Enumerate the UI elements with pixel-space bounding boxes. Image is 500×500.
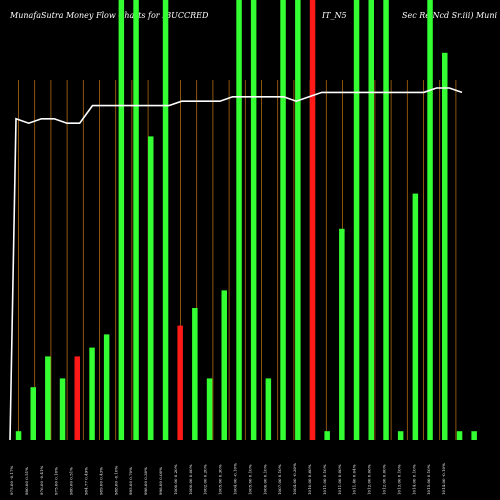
money-flow-bar <box>250 0 257 440</box>
x-tick-label: 995.00 0.70% <box>128 467 133 495</box>
money-flow-bar <box>324 431 330 440</box>
money-flow-bar <box>133 0 139 440</box>
money-flow-bar <box>59 378 66 440</box>
money-flow-bar <box>412 193 419 440</box>
money-flow-bar <box>427 0 433 440</box>
money-flow-bar <box>103 334 110 440</box>
money-flow-bar <box>368 0 374 440</box>
money-flow-bar <box>206 378 213 440</box>
money-flow-bar <box>89 347 95 440</box>
x-tick-label: 980.00 0.51% <box>69 467 74 495</box>
chart-title: MunafaSutra Money Flow Charts for IBUCCR… <box>9 11 497 20</box>
x-tick-label: 1010.00 0.60% <box>307 464 312 495</box>
x-tick-label: 998.00 0.30% <box>143 467 148 495</box>
x-tick-label: 1005.00 0.30% <box>218 464 223 495</box>
money-flow-bar <box>309 0 316 440</box>
money-flow-bar <box>236 0 242 440</box>
x-tick-label: 984.77 0.49% <box>84 467 89 495</box>
x-tick-label: 1014.00 0.10% <box>411 464 416 495</box>
money-flow-bar <box>295 0 301 440</box>
price-line <box>9 87 463 441</box>
money-flow-bar <box>456 431 463 440</box>
x-tick-label: 976.00 -0.41% <box>39 465 44 495</box>
x-tick-label: 1011.00 0.10% <box>322 464 327 495</box>
money-flow-bar <box>265 378 272 440</box>
money-flow-bar <box>30 387 36 440</box>
money-flow-bar <box>442 52 448 441</box>
money-flow-bar <box>383 0 389 440</box>
money-flow-bar <box>177 325 183 440</box>
x-tick-label: 1015.00 0.10% <box>426 464 431 495</box>
money-flow-bar <box>339 228 345 440</box>
x-tick-label: 989.00 0.43% <box>98 467 103 495</box>
x-tick-label: 975.00 0.10% <box>54 467 59 495</box>
x-tick-label: 988.00 -0.10% <box>113 465 118 495</box>
x-tick-label: 1004.00 -0.30% <box>292 463 297 495</box>
x-tick-label: 1004.00 -0.10% <box>233 463 238 495</box>
chart-title-part-3: Sec Re Ncd Sr.iii) Muni <box>402 11 497 20</box>
x-tick-label: 1000.00 0.20% <box>173 464 178 495</box>
price-line-path <box>9 87 463 441</box>
money-flow-bar <box>162 0 169 440</box>
money-flow-bars <box>15 0 477 441</box>
x-tick-label: 998.00 0.00% <box>158 467 163 495</box>
money-flow-bar <box>118 0 125 440</box>
x-tick-label: 1012.00 0.00% <box>382 464 387 495</box>
x-tick-label: 1014.00 -0.10% <box>441 463 446 495</box>
x-tick-label: 1002.00 0.20% <box>203 464 208 495</box>
x-tick-label: 1007.00 0.10% <box>277 464 282 495</box>
money-flow-bar <box>74 356 80 440</box>
x-tick-label: 1013.00 0.10% <box>396 464 401 495</box>
chart-title-part-2: IT_N5 <box>321 11 347 20</box>
x-tick-label: 1012.00 0.06% <box>367 464 372 495</box>
x-tick-label: 980.00 0.51% <box>24 467 29 495</box>
money-flow-bar <box>45 356 51 440</box>
x-tick-label: 1000.00 0.00% <box>188 464 193 495</box>
money-flow-bar <box>15 431 22 440</box>
money-flow-bar <box>353 0 360 440</box>
x-tick-label: 975.00 -0.17% <box>9 465 14 495</box>
x-tick-label: 1011.00 0.00% <box>337 464 342 495</box>
money-flow-bar <box>192 308 198 440</box>
x-axis-tick-labels: 975.00 -0.17% 980.00 0.51% 976.00 -0.41% 97… <box>9 463 446 495</box>
x-tick-label: 1006.00 0.10% <box>262 464 267 495</box>
x-tick-label: 1005.00 0.10% <box>247 464 252 495</box>
money-flow-bar <box>148 136 154 440</box>
money-flow-bar <box>221 290 227 440</box>
money-flow-bar <box>471 431 477 440</box>
x-tick-label: 1011.40 0.04% <box>352 464 357 495</box>
chart-title-part-1: MunafaSutra Money Flow Charts for IBUCCR… <box>9 11 209 20</box>
money-flow-bar <box>280 0 286 440</box>
money-flow-bar <box>397 431 404 440</box>
